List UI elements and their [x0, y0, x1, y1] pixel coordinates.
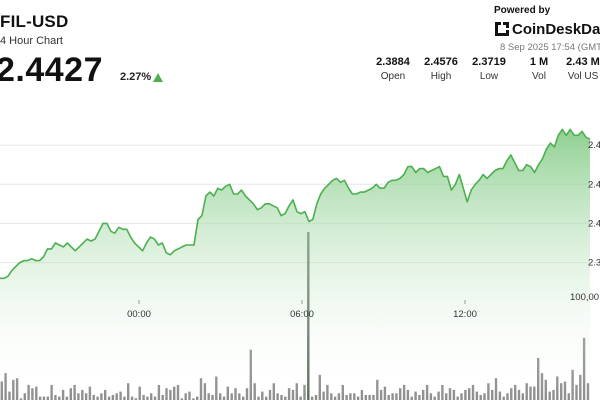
y-tick-label: 2.4: [588, 179, 600, 190]
volume-tick-label: 100,00: [570, 292, 599, 303]
x-axis-ticks: 00:00 06:00 12:00: [127, 300, 477, 320]
price-change: 2.27%: [120, 71, 152, 83]
current-price: 2.4427: [0, 51, 103, 89]
y-tick-label: 2.3: [588, 258, 600, 269]
stat-volume: 1 M Vol: [514, 56, 564, 82]
y-tick-label: 2.4: [588, 218, 600, 229]
y-axis-ticks: 2.4 2.4 2.4 2.3 100,00: [570, 140, 600, 303]
stat-label: Vol: [532, 71, 546, 82]
price-area: [0, 129, 590, 400]
pair-title: FIL-USD: [0, 12, 69, 31]
stat-label: High: [430, 71, 452, 82]
chart-subtitle: 4 Hour Chart: [0, 35, 63, 47]
stat-value: 2.3719: [472, 56, 506, 68]
x-tick-label: 06:00: [290, 309, 314, 320]
x-tick-label: 00:00: [127, 309, 151, 320]
stat-value: 2.4576: [424, 56, 458, 68]
brand-logo[interactable]: CoinDeskData: [494, 19, 600, 39]
powered-by-label: Powered by: [494, 5, 551, 16]
y-tick-label: 2.4: [588, 140, 600, 151]
stat-value: 1 M: [529, 56, 549, 68]
stat-high: 2.4576 High: [416, 56, 466, 82]
price-line: [0, 128, 591, 280]
up-arrow-icon: [153, 73, 163, 82]
stat-open: 2.3884 Open: [368, 56, 418, 82]
stat-value: 2.43 M: [566, 56, 600, 68]
coindesk-logo-icon: [495, 22, 509, 36]
timestamp: 8 Sep 2025 17:54 (GMT: [500, 42, 600, 53]
stat-value: 2.3884: [376, 56, 410, 68]
stat-label: Low: [479, 71, 499, 82]
chart-header: FIL-USD 4 Hour Chart 2.4427 2.27% Powere…: [0, 0, 600, 110]
brand-name: CoinDeskData: [512, 20, 600, 38]
stat-volume-usd: 2.43 M Vol US: [558, 56, 600, 82]
stat-low: 2.3719 Low: [464, 56, 514, 82]
stat-label: Vol US: [567, 71, 599, 82]
x-tick-label: 12:00: [453, 309, 477, 320]
stat-label: Open: [380, 71, 406, 82]
